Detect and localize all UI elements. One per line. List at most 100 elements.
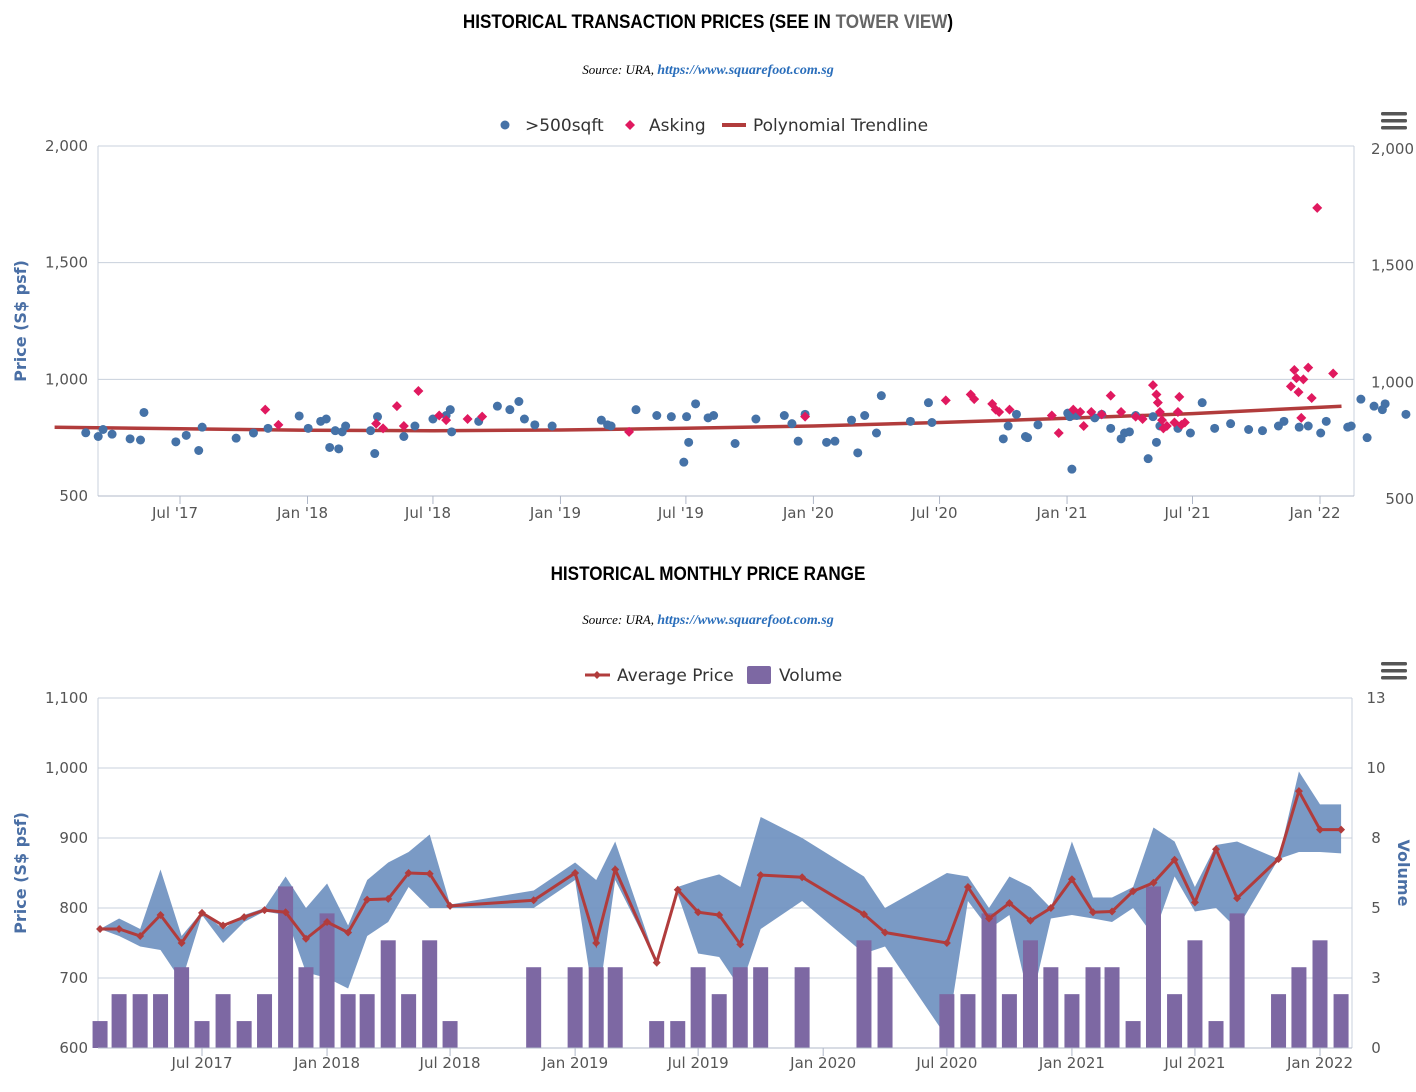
asking-point	[624, 426, 635, 437]
y-tick-right: 3	[1371, 969, 1381, 987]
average-price-marker	[942, 939, 951, 947]
transaction-point	[321, 414, 331, 424]
transaction-point	[606, 421, 616, 431]
asking-point	[391, 401, 402, 412]
volume-bar	[442, 1021, 458, 1048]
chart2-source-link[interactable]: https://www.squarefoot.com.sg	[657, 613, 834, 628]
average-price-marker	[1149, 878, 1158, 887]
asking-point	[1174, 391, 1185, 402]
average-price-marker	[985, 914, 994, 923]
transaction-point	[125, 434, 135, 444]
volume-bar	[174, 967, 190, 1048]
transaction-point	[853, 448, 863, 458]
asking-point	[1105, 390, 1116, 401]
legend-volume-label: Volume	[779, 666, 842, 686]
average-price-marker	[881, 928, 890, 937]
transaction-point	[709, 411, 719, 420]
chart2-menu-icon[interactable]	[1381, 662, 1407, 680]
asking-point	[1053, 428, 1064, 438]
chart2-title: HISTORICAL MONTHLY PRICE RANGE	[550, 564, 866, 585]
chart1-source-link[interactable]: https://www.squarefoot.com.sg	[657, 63, 834, 78]
monthly-price-range-chart: 600 0 700 3 800 5 900 8 1,000 10 1,100 13 Jul 2017 Ja…	[11, 662, 1413, 1072]
average-price-marker	[344, 928, 353, 937]
y-tick-left: 1,100	[45, 689, 88, 707]
asking-point	[378, 423, 389, 434]
legend-average-label: Average Price	[617, 666, 734, 686]
transaction-point	[366, 426, 376, 436]
average-price-marker	[198, 908, 206, 917]
asking-point	[273, 419, 284, 430]
x-tick: Jan 2021	[1038, 1054, 1105, 1072]
transaction-point	[830, 436, 840, 446]
asking-point	[1154, 407, 1165, 417]
x-tick: Jan 2018	[293, 1054, 360, 1072]
volume-bar	[319, 913, 335, 1048]
transaction-point	[682, 412, 692, 422]
average-price-marker	[96, 925, 105, 933]
average-price-marker	[260, 906, 269, 915]
transaction-point	[927, 418, 937, 427]
transaction-point	[1369, 401, 1379, 411]
transaction-point	[1106, 423, 1116, 433]
transaction-point	[530, 420, 540, 430]
legend-average-marker[interactable]	[593, 671, 601, 679]
transaction-point	[1380, 399, 1390, 409]
average-price-marker	[592, 939, 601, 947]
chart1-title-suffix: )	[947, 12, 954, 33]
average-price-marker	[798, 873, 807, 882]
average-price-marker	[323, 918, 332, 926]
volume-bar	[981, 913, 997, 1048]
asking-point	[371, 418, 382, 429]
chart1-title-prefix: HISTORICAL TRANSACTION PRICES (SEE IN	[462, 12, 836, 33]
chart1-source-prefix: Source: URA,	[582, 62, 658, 77]
transaction-point	[1356, 394, 1366, 404]
x-tick: Jan 2020	[789, 1054, 856, 1072]
average-price-marker	[136, 932, 145, 940]
x-tick: Jul 2021	[1163, 1054, 1225, 1072]
transaction-point	[1346, 421, 1356, 431]
volume-bar	[690, 967, 706, 1048]
asking-point	[1291, 373, 1302, 384]
average-price-marker	[1026, 916, 1035, 925]
asking-point	[969, 394, 980, 405]
transaction-point	[631, 405, 641, 415]
volume-bar	[215, 994, 231, 1048]
tower-view-link[interactable]: TOWER VIEW	[835, 12, 948, 33]
transaction-point	[666, 412, 676, 422]
volume-bar	[194, 1021, 210, 1048]
volume-bar	[1333, 994, 1349, 1048]
transaction-point	[1257, 426, 1267, 436]
transaction-point	[294, 411, 304, 421]
transaction-point	[1303, 421, 1313, 431]
transaction-point	[847, 415, 857, 425]
asking-point	[1296, 412, 1307, 423]
transaction-point	[684, 437, 694, 447]
average-price-marker	[1294, 787, 1303, 796]
volume-bar	[257, 994, 273, 1048]
average-price-marker	[611, 865, 620, 874]
legend-transaction-marker[interactable]	[500, 120, 510, 130]
x-tick: Jul 2018	[419, 1054, 481, 1072]
transaction-point	[514, 397, 524, 406]
volume-bar	[607, 967, 623, 1048]
asking-point	[1156, 415, 1167, 426]
asking-point	[1086, 407, 1097, 417]
transaction-point	[171, 437, 181, 447]
chart1-menu-icon[interactable]	[1381, 112, 1407, 130]
average-price-marker	[673, 885, 682, 894]
menu-bar	[1381, 669, 1407, 673]
transaction-point	[822, 437, 832, 447]
transaction-point	[1362, 433, 1372, 443]
legend-asking-marker[interactable]	[625, 120, 635, 130]
asking-point	[940, 395, 951, 406]
legend-volume-marker[interactable]	[747, 666, 771, 684]
average-price-marker	[1046, 904, 1055, 912]
transaction-point	[492, 401, 502, 411]
asking-point	[1312, 202, 1323, 213]
y-tick-left: 1,000	[45, 759, 88, 777]
chart2-source: Source: URA, https://www.squarefoot.com.…	[0, 612, 1416, 629]
y-tick-right: 0	[1371, 1039, 1381, 1057]
transaction-point	[1124, 427, 1134, 437]
transaction-point	[181, 430, 191, 440]
volume-bar	[1064, 994, 1080, 1048]
